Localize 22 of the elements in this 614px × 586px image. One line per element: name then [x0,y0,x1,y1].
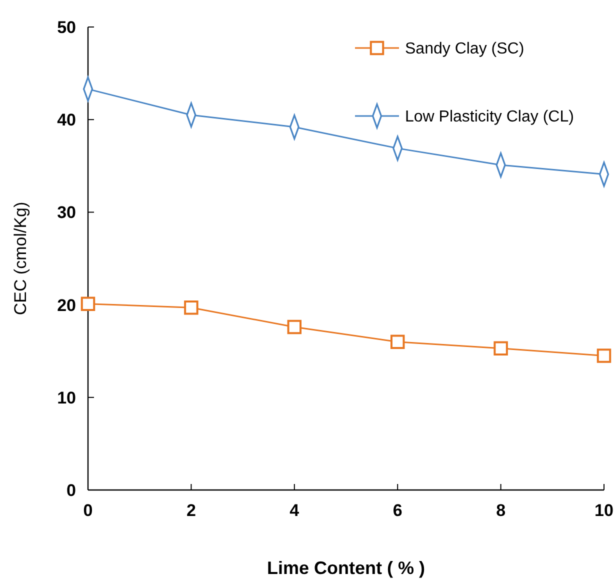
point [390,334,405,349]
x-tick-label: 6 [392,501,402,520]
x-tick-label: 10 [594,501,614,520]
y-tick-label: 40 [57,110,76,130]
x-axis-title: Lime Content ( % ) [267,558,425,578]
y-axis-title: CEC (cmol/Kg) [11,202,30,316]
legend-label: Sandy Clay (SC) [405,40,524,58]
y-tick-label: 0 [66,480,76,500]
y-tick-label: 30 [57,203,76,222]
point [80,296,96,311]
x-tick-label: 8 [496,501,506,520]
x-tick-label: 2 [186,501,196,520]
point [596,348,612,363]
point [287,320,302,334]
legend-label: Low Plasticity Clay (CL) [405,108,574,126]
point [494,341,508,356]
y-tick-label: 20 [57,296,76,315]
y-tick-label: 50 [57,18,76,37]
x-tick-label: 4 [290,501,300,520]
y-tick-label: 10 [57,388,76,408]
x-tick-label: 0 [83,501,93,520]
point [184,300,198,315]
